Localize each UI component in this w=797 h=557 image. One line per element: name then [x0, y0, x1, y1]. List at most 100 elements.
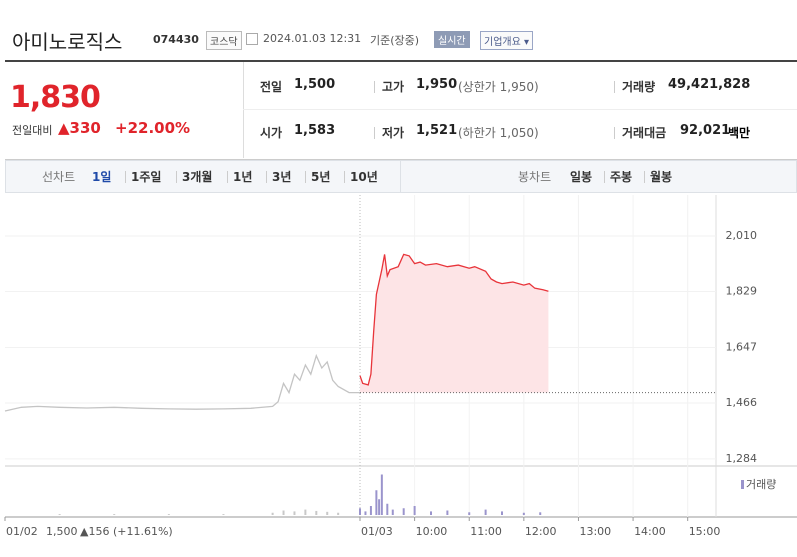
company-dropdown[interactable]: 기업개요 ▾: [480, 31, 534, 50]
stock-code: 074430: [153, 33, 199, 46]
legend-swatch: [741, 480, 744, 489]
stat-label: 전일: [260, 80, 283, 94]
volume-bar: [501, 511, 503, 515]
volume-bar: [378, 499, 381, 515]
x-tick-label: 13:00: [579, 525, 611, 538]
period-tab[interactable]: 1년: [233, 170, 253, 184]
price: 1,830: [10, 80, 101, 115]
period-tab[interactable]: 3년: [272, 170, 292, 184]
volume-legend: 거래량: [746, 478, 776, 491]
stat-value: 1,583: [294, 123, 336, 138]
period-tab[interactable]: 3개월: [182, 170, 213, 184]
stat-label: 고가: [382, 80, 405, 94]
prev-change: ▲156 (+11.61%): [80, 525, 173, 538]
candle-tab[interactable]: 일봉: [570, 170, 593, 184]
time-note: 기준(장중): [370, 34, 420, 47]
stat-label: 시가: [260, 126, 283, 140]
x-tick-label: 15:00: [689, 525, 721, 538]
separator: [374, 81, 375, 93]
period-tab[interactable]: 10년: [350, 170, 378, 184]
separator: [227, 171, 228, 183]
volume-bar: [282, 510, 285, 515]
volume-bar: [337, 512, 340, 515]
volume-bar: [386, 503, 389, 515]
divider: [400, 161, 401, 192]
period-tab[interactable]: 5년: [311, 170, 331, 184]
volume-bar: [326, 511, 329, 515]
volume-bar: [222, 514, 225, 515]
volume-bar: [413, 506, 416, 515]
stat-label: 저가: [382, 126, 405, 140]
period-tab[interactable]: 1일: [92, 170, 112, 184]
volume-bar: [364, 511, 367, 515]
realtime-button[interactable]: 실시간: [434, 31, 470, 48]
volume-bar: [402, 508, 405, 515]
x-tick-label: 14:00: [634, 525, 666, 538]
price-line: [4, 353, 360, 412]
volume-bar: [58, 514, 61, 515]
stat-label: 거래대금: [622, 126, 667, 140]
stat-label: 거래량: [622, 80, 656, 94]
y-tick-label: 1,466: [726, 396, 758, 409]
volume-bar: [293, 511, 296, 515]
separator: [266, 171, 267, 183]
volume-bar: [375, 490, 378, 515]
volume-bar: [522, 512, 525, 515]
tab-bar: [5, 160, 797, 193]
stat-note: (하한가 1,050): [458, 126, 539, 140]
separator: [125, 171, 126, 183]
market-badge: 코스닥: [206, 31, 242, 50]
x-tick-label: 01/03: [361, 525, 393, 538]
candle-tab[interactable]: 월봉: [650, 170, 673, 184]
volume-bar: [391, 509, 394, 515]
time: 2024.01.03 12:31: [263, 32, 362, 45]
calendar-icon: [246, 33, 258, 45]
price-line: [359, 253, 549, 386]
volume-bar: [468, 512, 471, 515]
separator: [644, 171, 645, 183]
stat-value: 49,421,828: [668, 77, 751, 92]
tab-label: 선차트: [42, 170, 76, 184]
separator: [176, 171, 177, 183]
quote-box: [5, 60, 797, 160]
company-label: 기업개요: [484, 37, 521, 48]
prev-close: 1,500: [46, 525, 78, 538]
candle-tab[interactable]: 주봉: [610, 170, 633, 184]
separator: [614, 81, 615, 93]
y-tick-label: 2,010: [726, 229, 758, 242]
stock-name: 아미노로직스: [12, 30, 123, 54]
divider: [243, 62, 244, 158]
stat-value: 1,950: [416, 77, 458, 92]
tab-label: 봉차트: [518, 170, 552, 184]
separator: [614, 127, 615, 139]
volume-bar: [304, 509, 307, 515]
divider: [243, 109, 797, 110]
x-tick-label: 11:00: [470, 525, 502, 538]
x-tick-label: 01/02: [6, 525, 38, 538]
volume-bar: [359, 508, 361, 515]
stat-value: 1,500: [294, 77, 336, 92]
volume-bar: [315, 510, 318, 515]
change-rate: +22.00%: [115, 119, 191, 137]
volume-bar: [484, 509, 487, 515]
stat-value: 92,021: [680, 123, 731, 138]
volume-bar: [380, 474, 383, 515]
stat-value: 1,521: [416, 123, 458, 138]
y-tick-label: 1,647: [726, 340, 758, 353]
volume-bar: [430, 511, 432, 515]
volume-bar: [113, 514, 116, 515]
volume-bar: [446, 510, 449, 515]
volume-bar: [271, 512, 274, 515]
period-tab[interactable]: 1주일: [131, 170, 162, 184]
x-tick-label: 12:00: [525, 525, 557, 538]
separator: [344, 171, 345, 183]
y-tick-label: 1,284: [726, 452, 758, 465]
separator: [305, 171, 306, 183]
change: ▲330: [58, 119, 101, 137]
separator: [604, 171, 605, 183]
chart: 2,010 1,829 1,647 1,466 1,284 01/02 01/03 10:00…: [4, 195, 797, 538]
stat-unit: 백만: [728, 126, 751, 140]
y-tick-label: 1,829: [726, 285, 758, 298]
stat-note: (상한가 1,950): [458, 80, 539, 94]
